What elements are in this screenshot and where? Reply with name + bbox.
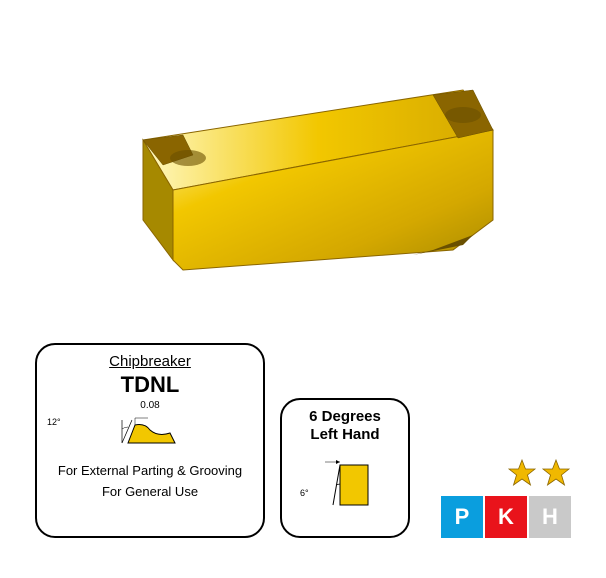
material-badge-h: H — [529, 496, 571, 538]
product-image — [93, 80, 513, 280]
chipbreaker-title: Chipbreaker — [47, 353, 253, 370]
chipbreaker-desc2: For General Use — [47, 484, 253, 501]
chipbreaker-code: TDNL — [47, 372, 253, 398]
chipbreaker-diagram — [120, 415, 180, 450]
angle-title-line1: 6 Degrees — [292, 408, 398, 426]
angle-title-line2: Left Hand — [292, 426, 398, 444]
star-icon — [507, 458, 537, 488]
chipbreaker-dimension: 0.08 — [47, 400, 253, 411]
rating-stars — [507, 458, 571, 488]
star-icon — [541, 458, 571, 488]
material-badges: P K H — [441, 496, 571, 538]
material-badge-k: K — [485, 496, 527, 538]
insert-illustration — [93, 80, 513, 280]
chipbreaker-desc1: For External Parting & Grooving — [47, 463, 253, 480]
angle-degrees: 6° — [300, 488, 309, 498]
chipbreaker-info-box: Chipbreaker TDNL 0.08 12° For External P… — [35, 343, 265, 538]
angle-info-box: 6 Degrees Left Hand 6° — [280, 398, 410, 538]
material-badge-p: P — [441, 496, 483, 538]
chipbreaker-angle: 12° — [47, 417, 61, 427]
angle-diagram — [315, 450, 375, 510]
